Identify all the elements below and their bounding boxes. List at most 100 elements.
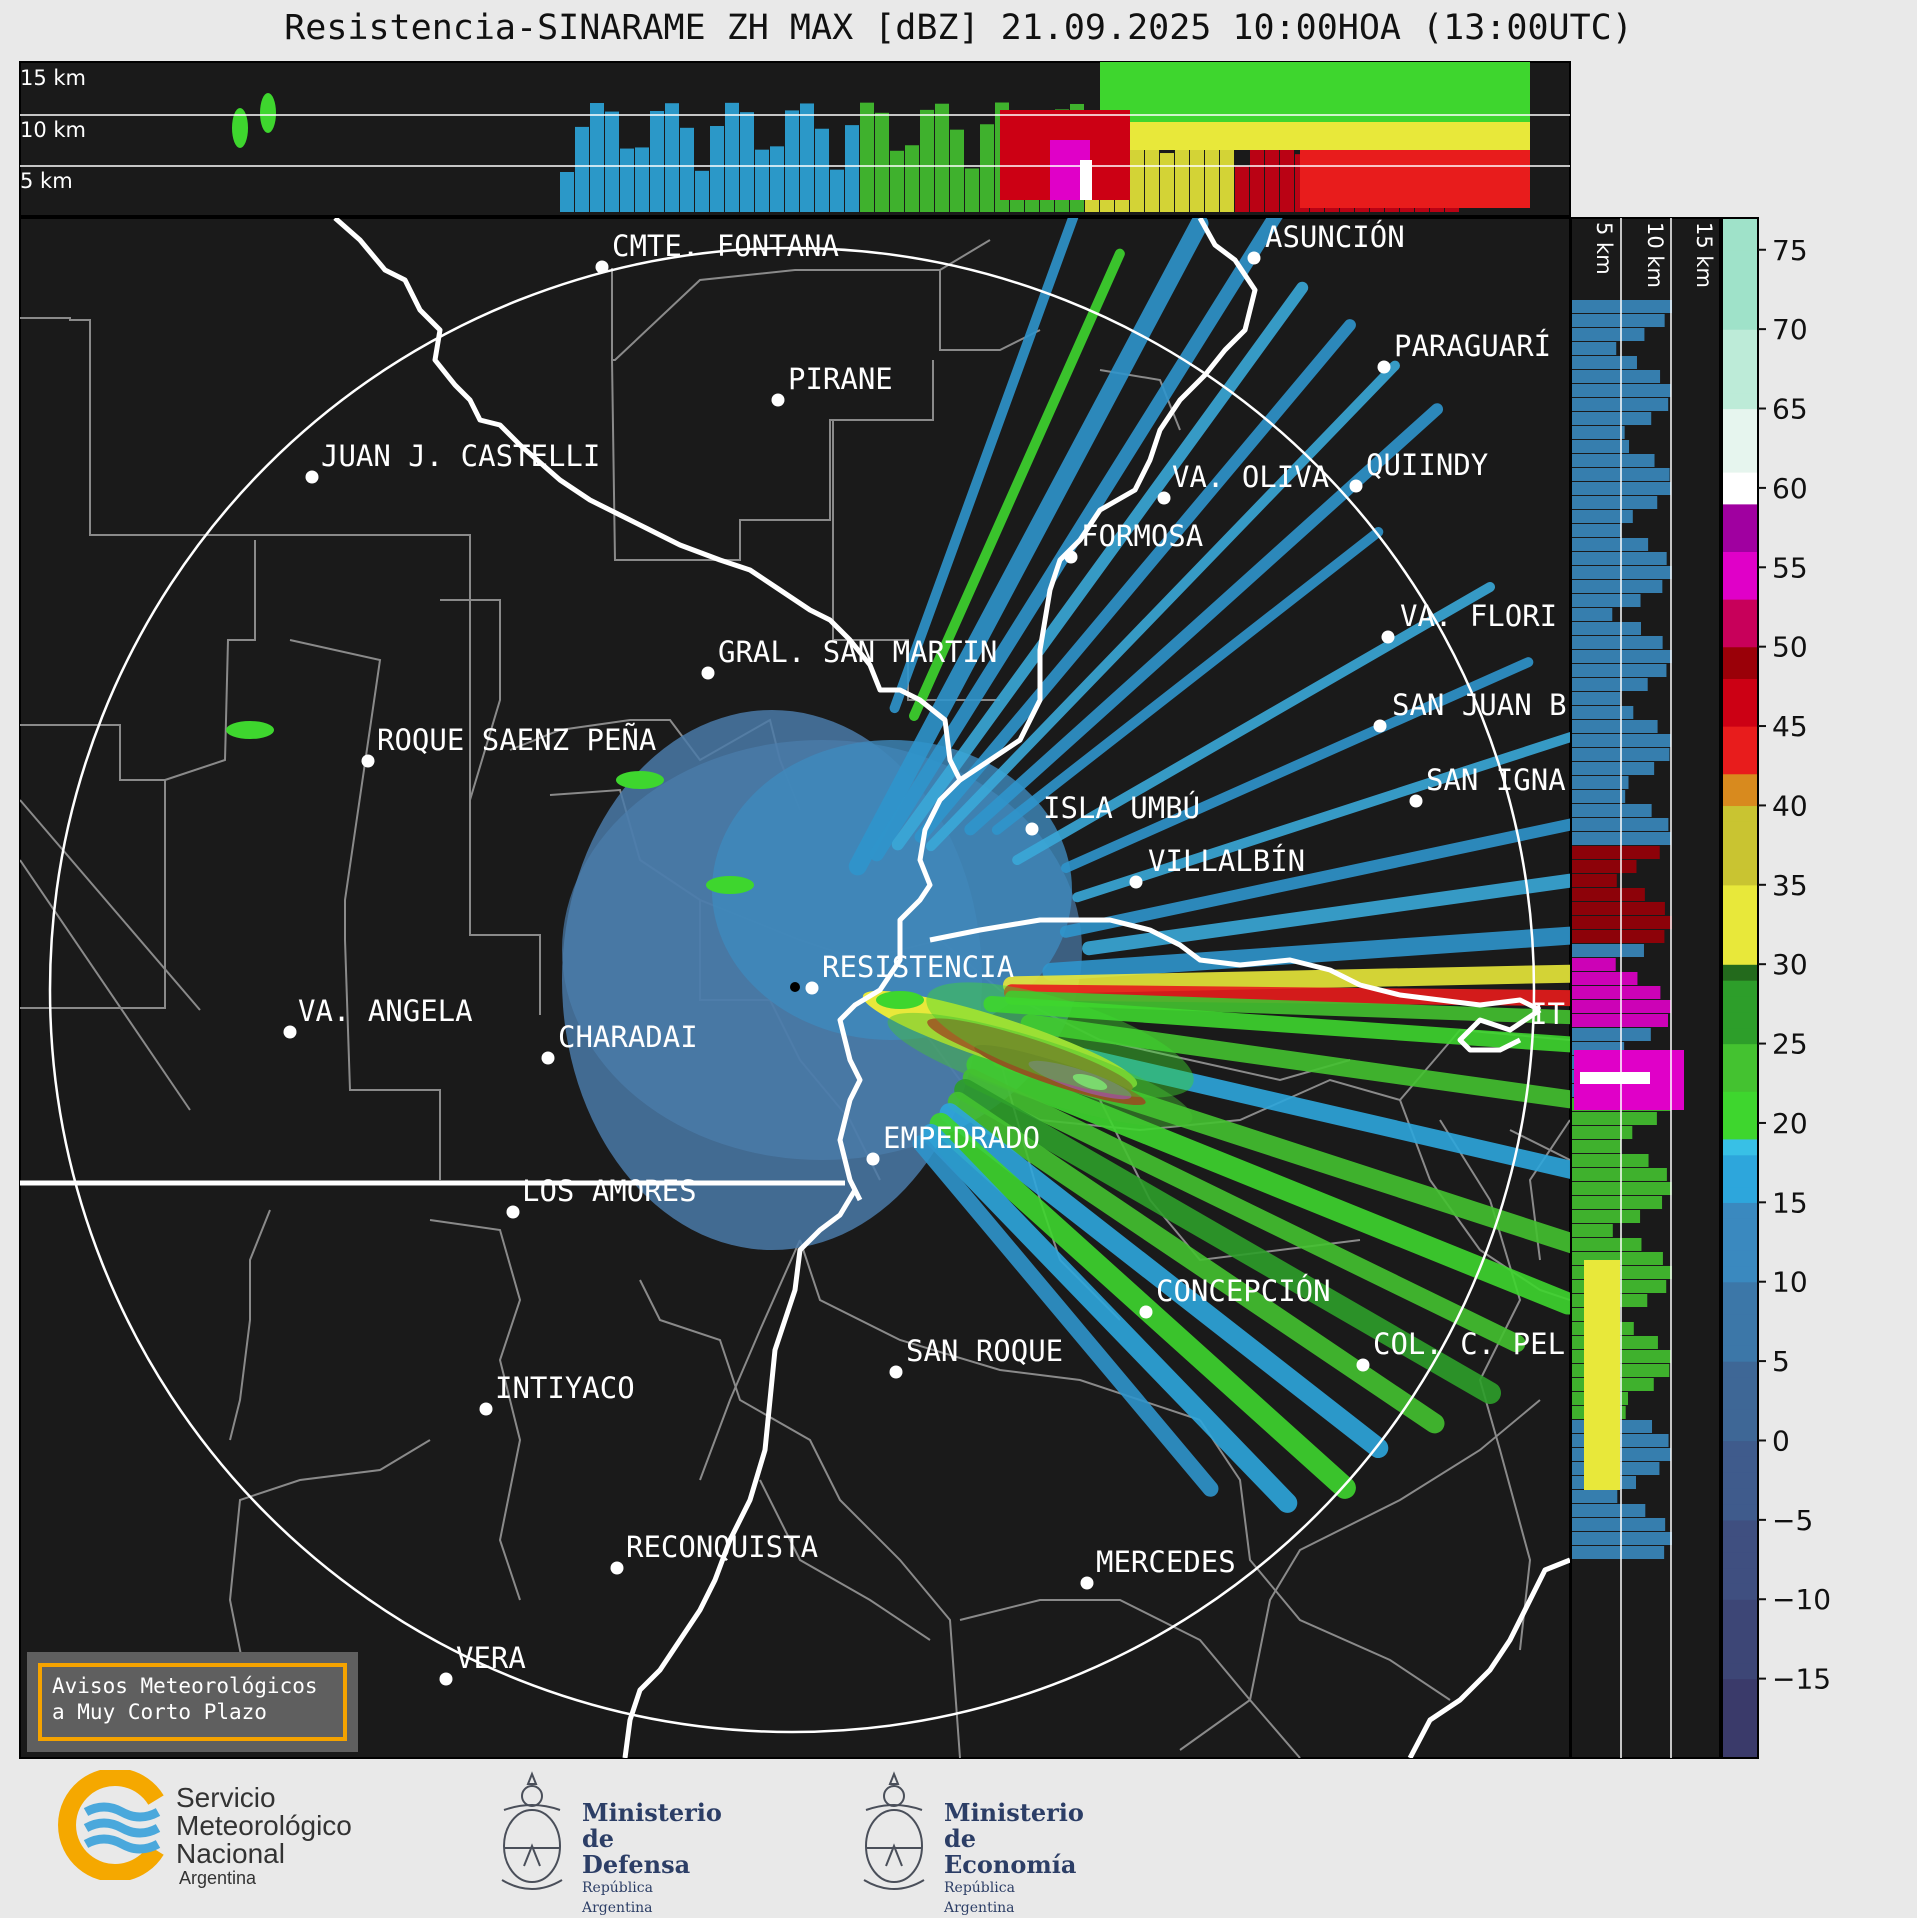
aviso-line-2: a Muy Corto Plazo — [52, 1700, 267, 1724]
colorbar-segment — [1722, 313, 1758, 330]
page-title: Resistencia-SINARAME ZH MAX [dBZ] 21.09.… — [284, 8, 1633, 48]
city-label: SAN ROQUE — [906, 1334, 1063, 1368]
colorbar-segment — [1722, 567, 1758, 584]
colorbar-tick-label: −15 — [1772, 1663, 1831, 1696]
city-cmte-fontana: CMTE. FONTANA — [595, 229, 839, 274]
city-label: PARAGUARÍ — [1394, 329, 1551, 363]
top-label-10km: 10 km — [20, 118, 86, 142]
city-concepción: CONCEPCIÓN — [1139, 1274, 1331, 1319]
colorbar-tick-label: 30 — [1772, 948, 1808, 981]
colorbar-segment — [1722, 233, 1758, 251]
colorbar-segment — [1722, 1599, 1758, 1616]
city-roque-saenz-peña: ROQUE SAENZ PEÑA — [361, 723, 656, 768]
colorbar-segment — [1722, 1408, 1758, 1426]
colorbar-segment — [1722, 345, 1758, 362]
colorbar-segment — [1722, 376, 1758, 394]
city-paraguarí: PARAGUARÍ — [1377, 329, 1551, 374]
side-label-10km: 10 km — [1643, 222, 1667, 288]
economia-logo: Ministerio de Economía República Argenti… — [856, 1770, 1084, 1916]
colorbar-segment — [1722, 440, 1758, 457]
city-label: VA. FLORI — [1400, 599, 1557, 633]
side-label-5km: 5 km — [1592, 222, 1616, 275]
colorbar-tick-label: 55 — [1772, 551, 1808, 584]
city-label: ROQUE SAENZ PEÑA — [377, 723, 656, 757]
colorbar-segment — [1722, 1615, 1758, 1632]
colorbar-segment — [1722, 726, 1758, 743]
colorbar-segment — [1722, 646, 1758, 664]
reflectivity-echoes — [226, 218, 1570, 1513]
city-dot — [1247, 251, 1261, 265]
city-resistencia: RESISTENCIA — [805, 950, 1014, 995]
smn-line-2: Meteorológico — [176, 1810, 352, 1841]
colorbar-segment — [1722, 853, 1758, 870]
colorbar-segment — [1722, 1122, 1758, 1140]
escudo-icon — [863, 1771, 925, 1890]
colorbar-segment — [1722, 1297, 1758, 1315]
colorbar-segment — [1722, 1329, 1758, 1346]
colorbar-tick-label: 75 — [1772, 234, 1808, 267]
colorbar-segment — [1722, 1218, 1758, 1235]
colorbar-segment — [1722, 1519, 1758, 1537]
city-va-flori: VA. FLORI — [1381, 599, 1557, 644]
colorbar-segment — [1722, 1662, 1758, 1680]
city-markers: CMTE. FONTANA ASUNCIÓN PARAGUARÍ PIRANE JUAN… — [283, 220, 1567, 1686]
city-label: CMTE. FONTANA — [612, 229, 839, 263]
colorbar-segment — [1722, 1011, 1758, 1029]
radar-map-panel: CMTE. FONTANA ASUNCIÓN PARAGUARÍ PIRANE JUAN… — [19, 217, 1571, 1759]
city-it: IT — [1530, 997, 1565, 1031]
smn-line-3: Nacional — [176, 1838, 285, 1869]
colorbar-segment — [1722, 1535, 1758, 1553]
city-label: EMPEDRADO — [883, 1121, 1040, 1155]
colorbar-segment — [1722, 837, 1758, 854]
colorbar-segment — [1722, 487, 1758, 505]
colorbar-segment — [1722, 519, 1758, 537]
colorbar-segment — [1722, 1694, 1758, 1711]
top-label-15km: 15 km — [20, 66, 86, 90]
colorbar-segment — [1722, 1281, 1758, 1299]
city-label: VILLALBÍN — [1148, 844, 1305, 878]
colorbar-segment — [1722, 1186, 1758, 1203]
colorbar-segment — [1722, 1376, 1758, 1394]
city-dot — [610, 1561, 624, 1575]
city-dot — [1356, 1358, 1370, 1372]
colorbar-segment — [1722, 424, 1758, 441]
city-pirane: PIRANE — [771, 362, 893, 407]
city-vera: VERA — [439, 1641, 526, 1686]
colorbar-segment — [1722, 1630, 1758, 1648]
side-cross-section-echoes — [1572, 300, 1684, 1559]
city-label: SAN IGNA — [1426, 763, 1566, 797]
city-label: FORMOSA — [1081, 519, 1203, 553]
colorbar-segment — [1722, 1646, 1758, 1664]
city-quiindy: QUIINDY — [1349, 448, 1488, 493]
colorbar-tick-label: 60 — [1772, 472, 1808, 505]
colorbar-segment — [1722, 360, 1758, 378]
city-dot — [771, 393, 785, 407]
city-dot — [1080, 1576, 1094, 1590]
city-label: ISLA UMBÚ — [1043, 791, 1200, 825]
colorbar-tick-label: 70 — [1772, 313, 1808, 346]
city-dot — [305, 470, 319, 484]
side-cross-section-panel: 5 km 10 km 15 km — [1570, 217, 1721, 1759]
city-dot — [701, 666, 715, 680]
colorbar-segment — [1722, 297, 1758, 314]
colorbar-segment — [1722, 1265, 1758, 1283]
city-label: JUAN J. CASTELLI — [321, 439, 600, 473]
colorbar-segment — [1722, 1726, 1758, 1743]
country-borders — [20, 218, 1570, 1758]
colorbar-tick-label: 15 — [1772, 1186, 1808, 1219]
colorbar-segment — [1722, 1091, 1758, 1108]
colorbar-tick-label: 65 — [1772, 393, 1808, 426]
colorbar-segment — [1722, 218, 1758, 235]
colorbar-tick-label: 50 — [1772, 631, 1808, 664]
colorbar-segment — [1722, 789, 1758, 807]
city-label: VERA — [456, 1641, 526, 1675]
colorbar-segment — [1722, 710, 1758, 727]
city-dot — [479, 1402, 493, 1416]
city-label: INTIYACO — [495, 1371, 635, 1405]
city-dot — [1409, 794, 1423, 808]
city-dot — [361, 754, 375, 768]
defensa-logo: Ministerio de Defensa República Argentin… — [494, 1770, 722, 1916]
colorbar-segment — [1722, 916, 1758, 934]
colorbar-segment — [1722, 932, 1758, 949]
colorbar-segment — [1722, 1567, 1758, 1584]
